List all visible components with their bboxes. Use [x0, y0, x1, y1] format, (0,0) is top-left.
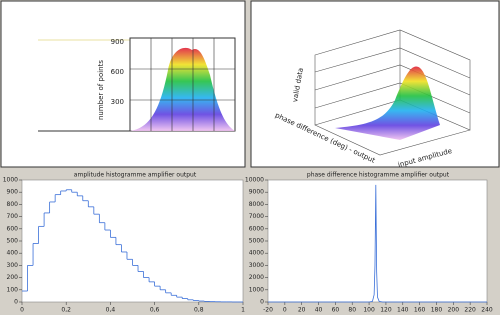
surface [335, 66, 440, 140]
z-tick-label: 300 [111, 98, 124, 106]
chart-title: amplitude histogramme amplifier output [74, 172, 197, 179]
x-tick-label: 0,6 [150, 307, 160, 314]
y-tick-label: 6000 [249, 225, 264, 232]
x-tick-label: 240 [481, 307, 493, 314]
x-tick-label: 200 [448, 307, 460, 314]
y-tick-label: 400 [7, 250, 19, 257]
x-tick-label: 0,4 [106, 307, 116, 314]
y-tick-label: 3000 [249, 262, 264, 269]
x-tick-label: 120 [380, 307, 392, 314]
y-tick-label: 2000 [249, 274, 264, 281]
box-grid [130, 38, 235, 131]
y-tick-label: 4000 [249, 250, 264, 257]
y-tick-label: 800 [7, 201, 19, 208]
y-tick-label: 5000 [249, 238, 264, 245]
series-line [268, 184, 487, 303]
x-tick-label: 160 [414, 307, 426, 314]
y-tick-label: 300 [7, 262, 19, 269]
y-tick-label: 600 [7, 225, 19, 232]
x-tick-label: 0,8 [194, 307, 204, 314]
x-tick-label: 0,2 [61, 307, 71, 314]
y-tick-label: 1000 [3, 177, 18, 184]
y-tick-label: 9000 [249, 189, 264, 196]
y-tick-label: 8000 [249, 201, 264, 208]
x-tick-label: 100 [363, 307, 375, 314]
panel-3d-right: valid data phase difference (deg) - outp… [250, 0, 500, 169]
y-tick-label: 0 [14, 299, 18, 306]
x-tick-label: 180 [431, 307, 443, 314]
y-tick-label: 500 [7, 238, 19, 245]
panel-3d-left: number of points 900 600 300 [0, 0, 246, 168]
x-tick-label: -20 [263, 307, 273, 314]
histogram-panel: amplitude histogramme amplifier output 0 1… [3, 172, 245, 314]
y-tick-label: 200 [7, 274, 19, 281]
y-tick-label: 700 [7, 213, 19, 220]
z-ticks: 900 600 300 [111, 38, 124, 106]
x-tick-label: 0 [20, 307, 24, 314]
y-tick-label: 100 [7, 286, 19, 293]
y-tick-label: 7000 [249, 213, 264, 220]
z-tick-label: 900 [111, 38, 124, 46]
plot-area [267, 179, 488, 303]
x-tick-label: 20 [298, 307, 306, 314]
x-tick-label: 1 [241, 307, 245, 314]
panel [250, 0, 500, 168]
chart-title: phase difference histogramme amplifier o… [307, 172, 450, 179]
x-tick-label: 220 [464, 307, 476, 314]
x-tick-label: 0 [283, 307, 287, 314]
y-tick-label: 900 [7, 189, 19, 196]
y-tick-label: 1000 [249, 286, 264, 293]
histogram-panel: phase difference histogramme amplifier o… [245, 172, 493, 314]
plot-area [21, 179, 244, 303]
x-tick-label: 80 [348, 307, 356, 314]
z-tick-label: 600 [111, 68, 124, 76]
y-tick-label: 0 [260, 299, 264, 306]
axis-label: number of points [97, 60, 105, 120]
x-tick-label: 140 [397, 307, 409, 314]
x-tick-label: 60 [332, 307, 340, 314]
surface [130, 47, 235, 131]
x-tick-label: 40 [315, 307, 323, 314]
y-tick-label: 10000 [245, 177, 264, 184]
